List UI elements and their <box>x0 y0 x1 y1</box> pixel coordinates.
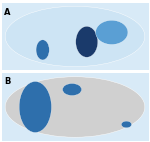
Text: B: B <box>4 77 11 86</box>
Text: A: A <box>4 8 11 17</box>
Ellipse shape <box>96 20 128 44</box>
Ellipse shape <box>121 121 132 128</box>
Ellipse shape <box>5 77 145 137</box>
Ellipse shape <box>63 83 82 96</box>
Ellipse shape <box>19 82 51 132</box>
Ellipse shape <box>76 26 98 57</box>
Ellipse shape <box>5 6 145 67</box>
Ellipse shape <box>36 40 49 60</box>
